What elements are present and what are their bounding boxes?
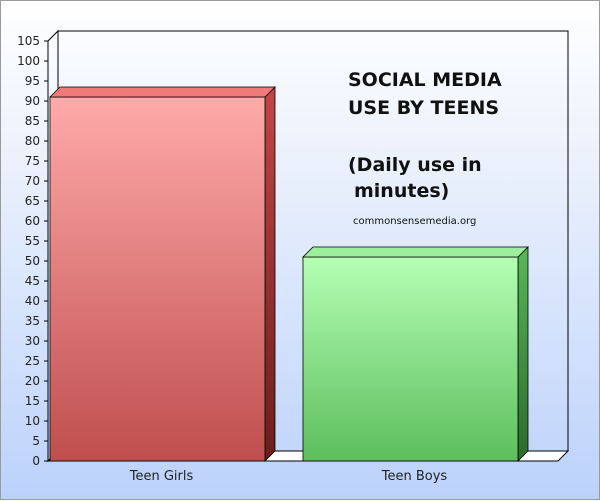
y-tick-label: 50 (25, 254, 40, 268)
bar-side (264, 86, 276, 462)
y-tick-label: 95 (25, 74, 40, 88)
bar-teen-girls (49, 86, 276, 462)
annotation: SOCIAL MEDIA USE BY TEENS (Daily use in … (348, 69, 502, 227)
y-tick-label: 10 (25, 414, 40, 428)
y-tick-label: 15 (25, 394, 40, 408)
y-tick-label: 65 (25, 194, 40, 208)
bar-top (302, 246, 529, 258)
annotation-title-line2: USE BY TEENS (348, 97, 499, 119)
y-tick-label: 0 (32, 454, 40, 468)
bar-front (302, 256, 519, 462)
annotation-sub-line2: minutes) (354, 180, 449, 202)
y-tick-label: 90 (25, 94, 40, 108)
y-tick-label: 60 (25, 214, 40, 228)
y-tick-label: 40 (25, 294, 40, 308)
bar-front (49, 96, 266, 462)
y-tick-label: 70 (25, 174, 40, 188)
y-tick-label: 100 (17, 54, 40, 68)
y-tick-label: 75 (25, 154, 40, 168)
y-tick-label: 30 (25, 334, 40, 348)
annotation-title-line1: SOCIAL MEDIA (348, 69, 502, 91)
y-tick-label: 5 (32, 434, 40, 448)
y-tick-label: 45 (25, 274, 40, 288)
bar-top (49, 86, 276, 98)
y-axis-ticks: 0 5 10 15 20 25 30 35 40 45 50 55 60 65 70 75 80 85 90 95 10… (17, 34, 48, 468)
y-tick-label: 105 (17, 34, 40, 48)
bar-teen-boys (302, 246, 529, 462)
x-category-label: Teen Boys (381, 469, 448, 484)
bar-side (517, 246, 529, 462)
x-category-label: Teen Girls (129, 469, 194, 484)
y-tick-label: 35 (25, 314, 40, 328)
y-tick-label: 80 (25, 134, 40, 148)
y-tick-label: 25 (25, 354, 40, 368)
x-axis-labels: Teen Girls Teen Boys (129, 469, 448, 484)
y-tick-label: 55 (25, 234, 40, 248)
annotation-source: commonsensemedia.org (353, 216, 476, 227)
y-tick-label: 20 (25, 374, 40, 388)
bars (49, 86, 529, 462)
annotation-sub-line1: (Daily use in (348, 154, 482, 176)
y-tick-label: 85 (25, 114, 40, 128)
